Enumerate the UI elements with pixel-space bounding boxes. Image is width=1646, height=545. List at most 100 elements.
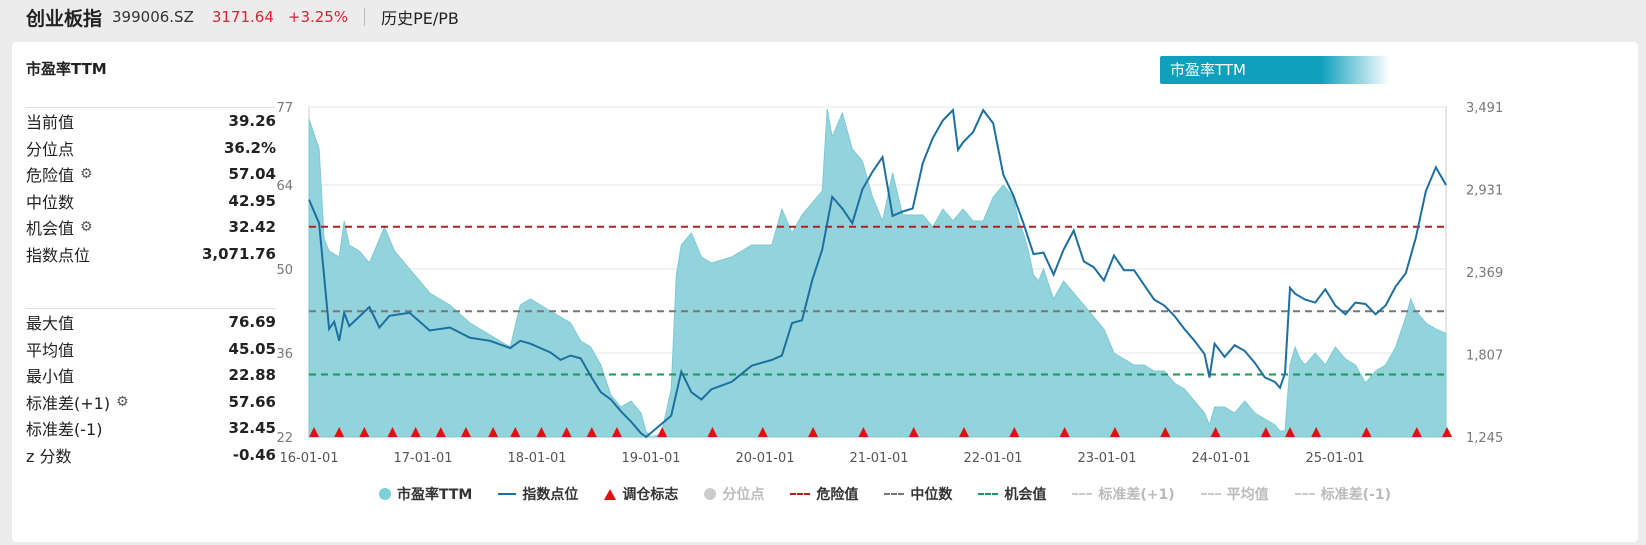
legend-item[interactable]: 平均值 (1200, 482, 1269, 506)
legend-label: 危险值 (816, 487, 859, 503)
y-left-tick-label: 36 (276, 347, 293, 362)
x-tick-label: 16-01-01 (279, 451, 338, 466)
stat-label: 平均值 (26, 337, 74, 361)
rebalance-marker (586, 427, 597, 437)
rebalance-marker (959, 427, 970, 437)
metric-tab[interactable]: 市盈率TTM (1160, 56, 1390, 84)
rebalance-marker (561, 427, 572, 437)
stat-value: 42.95 (228, 191, 276, 210)
legend-triangle-icon (604, 488, 617, 500)
legend-dot-icon (379, 488, 391, 500)
stat-row: 指数点位 3,071.76 (26, 241, 276, 268)
stat-label: 中位数 (26, 189, 74, 213)
rebalance-marker (1160, 427, 1171, 437)
legend-item[interactable]: 标准差(-1) (1294, 482, 1391, 506)
rebalance-marker (435, 427, 446, 437)
y-right-tick-label: 2,931 (1466, 183, 1503, 198)
rebalance-marker (1361, 427, 1372, 437)
legend-label: 调仓标志 (622, 487, 679, 503)
x-tick-label: 25-01-01 (1306, 451, 1365, 466)
legend-dash-icon (884, 493, 905, 495)
settings-gear-icon[interactable]: ⚙ (80, 166, 93, 183)
legend-line-icon (498, 493, 517, 495)
index-name: 创业板指 (26, 7, 103, 30)
legend-item[interactable]: 指数点位 (498, 482, 578, 506)
legend-label: 标准差(-1) (1320, 487, 1391, 503)
x-tick-label: 23-01-01 (1078, 451, 1137, 466)
pe-chart: 77 64 50 36 22 3,491 2,931 2,369 1,807 1,245 16-01… (276, 101, 1503, 466)
mode-label[interactable]: 历史PE/PB (381, 9, 459, 28)
legend-item[interactable]: 市盈率TTM (379, 482, 472, 506)
legend-label: 平均值 (1226, 487, 1269, 503)
legend-dash-icon (978, 493, 999, 495)
y-left-tick-label: 22 (276, 431, 293, 446)
legend-item[interactable]: 分位点 (704, 482, 764, 506)
x-tick-label: 19-01-01 (621, 451, 680, 466)
rebalance-marker (657, 427, 668, 437)
rebalance-marker (1009, 427, 1020, 437)
rebalance-marker (1285, 427, 1296, 437)
rebalance-marker (1260, 427, 1271, 437)
settings-gear-icon[interactable]: ⚙ (116, 393, 129, 410)
stat-label: 指数点位 (26, 242, 90, 266)
stat-value: 45.05 (228, 339, 276, 358)
rebalance-marker (1109, 427, 1120, 437)
rebalance-marker (334, 427, 345, 437)
legend-item[interactable]: 中位数 (884, 482, 952, 506)
panel-title: 市盈率TTM (26, 60, 107, 78)
stat-value: 57.66 (228, 392, 276, 411)
index-change: +3.25% (287, 8, 349, 26)
stat-label: 当前值 (26, 109, 74, 133)
legend-label: 分位点 (722, 487, 765, 503)
stat-label: 危险值 ⚙ (26, 162, 93, 186)
legend-item[interactable]: 机会值 (978, 482, 1046, 506)
stat-value: 32.42 (228, 218, 276, 237)
stat-label-text: 最小值 (26, 367, 75, 387)
rebalance-marker (1059, 427, 1070, 437)
rebalance-marker (1311, 427, 1322, 437)
stat-label-text: 最大值 (26, 314, 75, 334)
x-tick-label: 21-01-01 (850, 451, 909, 466)
y-left-tick-label: 64 (276, 179, 293, 194)
rebalance-marker (387, 427, 398, 437)
chart-panel: 市盈率TTM 市盈率TTM 当前值 39.26 分位点 36.2% 危险值 ⚙ 57.04 中… (12, 42, 1638, 542)
stat-value: 36.2% (223, 138, 276, 157)
legend-item[interactable]: 危险值 (790, 482, 858, 506)
stat-label-text: 标准差(+1) (26, 393, 111, 413)
stats-summary: 最大值 76.69 平均值 45.05 最小值 22.88 标准差(+1) ⚙ 57.66 标准差… (26, 308, 276, 468)
pe-area-series (308, 108, 1447, 438)
y-right-tick-label: 1,807 (1466, 348, 1503, 363)
stat-label-text: z 分数 (26, 446, 72, 466)
legend-item[interactable]: 标准差(+1) (1072, 482, 1175, 506)
x-tick-label: 17-01-01 (393, 451, 452, 466)
x-tick-label: 22-01-01 (964, 451, 1023, 466)
legend-label: 市盈率TTM (397, 487, 473, 503)
rebalance-marker (309, 427, 320, 437)
y-right-tick-label: 3,491 (1466, 101, 1503, 116)
x-tick-label: 24-01-01 (1192, 451, 1251, 466)
legend-dot-icon (704, 488, 717, 500)
stat-row: 中位数 42.95 (26, 188, 276, 215)
stat-value: 76.69 (228, 313, 276, 332)
rebalance-marker (757, 427, 768, 437)
legend-item[interactable]: 调仓标志 (604, 482, 678, 506)
rebalance-marker (1210, 427, 1221, 437)
stat-label: z 分数 (26, 443, 72, 467)
settings-gear-icon[interactable]: ⚙ (80, 219, 93, 236)
x-tick-label: 20-01-01 (735, 451, 794, 466)
stat-label-text: 分位点 (26, 139, 75, 159)
rebalance-marker (611, 427, 622, 437)
stat-label-text: 机会值 (26, 219, 75, 239)
stat-value: 39.26 (228, 112, 276, 131)
stat-row: 当前值 39.26 (26, 108, 276, 135)
stat-label-text: 中位数 (26, 192, 75, 212)
stat-label-text: 危险值 (26, 166, 75, 186)
stat-label: 标准差(+1) ⚙ (26, 390, 129, 414)
rebalance-marker (410, 427, 421, 437)
index-code: 399006.SZ (112, 8, 194, 26)
stat-label: 分位点 (26, 136, 74, 160)
legend-label: 标准差(+1) (1098, 487, 1175, 503)
rebalance-marker (460, 427, 471, 437)
stat-label: 最小值 (26, 363, 74, 387)
stat-label-text: 标准差(-1) (26, 420, 103, 440)
